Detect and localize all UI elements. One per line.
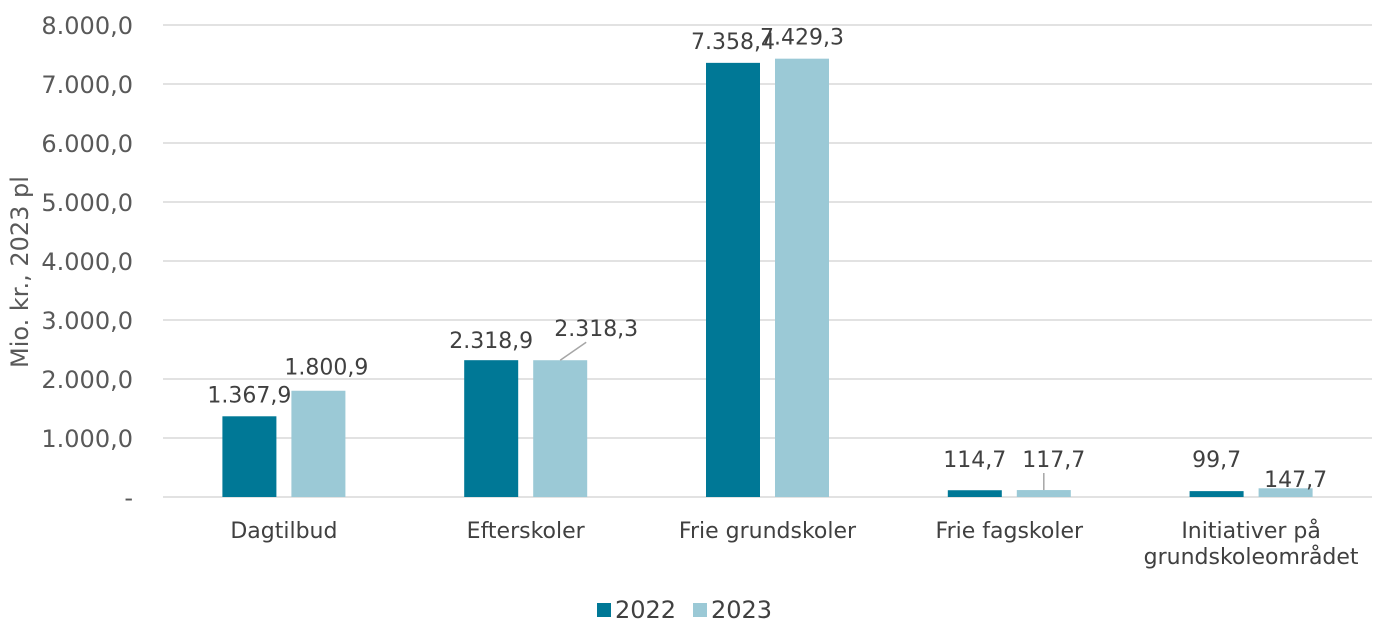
y-tick-label: 3.000,0 [41, 307, 133, 335]
leader-lines [559, 341, 1045, 491]
y-tick-label: 6.000,0 [41, 130, 133, 158]
data-label: 147,7 [1264, 468, 1327, 493]
data-label: 1.800,9 [284, 356, 368, 381]
y-tick-label: 2.000,0 [41, 366, 133, 394]
y-tick-label: 4.000,0 [41, 248, 133, 276]
bar-2022 [222, 416, 277, 497]
gridlines [163, 24, 1372, 498]
x-category-label: Initiativer på [1181, 518, 1321, 544]
bar-2022 [1189, 491, 1244, 497]
x-category-label: Frie grundskoler [679, 519, 857, 544]
x-category-label: grundskoleområdet [1144, 544, 1359, 570]
y-tick-label: 7.000,0 [41, 71, 133, 99]
x-axis-categories: Dagtilbud Efterskoler Frie grundskoler Frie… [230, 518, 1359, 570]
legend-label: 2022 [615, 596, 676, 620]
y-tick-label: - [124, 484, 133, 512]
data-label: 114,7 [943, 448, 1006, 473]
y-tick-label: 5.000,0 [41, 189, 133, 217]
data-label: 117,7 [1022, 448, 1085, 473]
data-label: 2.318,3 [554, 317, 638, 342]
y-axis-ticks: - 1.000,0 2.000,0 3.000,0 4.000,0 5.000,0 6.00… [41, 12, 133, 512]
x-category-label: Frie fagskoler [936, 519, 1084, 544]
legend-label: 2023 [711, 596, 772, 620]
bar-2023 [775, 58, 829, 498]
x-category-label: Efterskoler [467, 519, 586, 544]
bar-2022 [947, 490, 1002, 497]
bar-2023 [1258, 488, 1313, 497]
bar-2022 [464, 360, 519, 497]
x-category-label: Dagtilbud [230, 519, 337, 544]
legend: 2022 2023 [597, 596, 772, 620]
leader-line [559, 341, 587, 361]
y-axis-label: Mio. kr., 2023 pl [6, 176, 34, 368]
bar-2022 [706, 62, 760, 497]
y-tick-label: 8.000,0 [41, 12, 133, 40]
legend-swatch [597, 603, 611, 617]
legend-swatch [693, 603, 707, 617]
bars [222, 58, 1313, 498]
data-label: 99,7 [1192, 448, 1241, 473]
data-label: 2.318,9 [449, 329, 533, 354]
data-labels: 1.367,91.800,9 2.318,9 2.318,3 7.358,47.429… [207, 26, 1327, 493]
bar-2023 [291, 390, 346, 497]
bar-2023 [533, 360, 588, 497]
bar-2023 [1016, 490, 1071, 497]
data-label: 1.367,9 [207, 383, 291, 408]
data-label: 7.358,4 [691, 30, 775, 55]
data-label: 7.429,3 [760, 26, 844, 51]
y-tick-label: 1.000,0 [41, 425, 133, 453]
